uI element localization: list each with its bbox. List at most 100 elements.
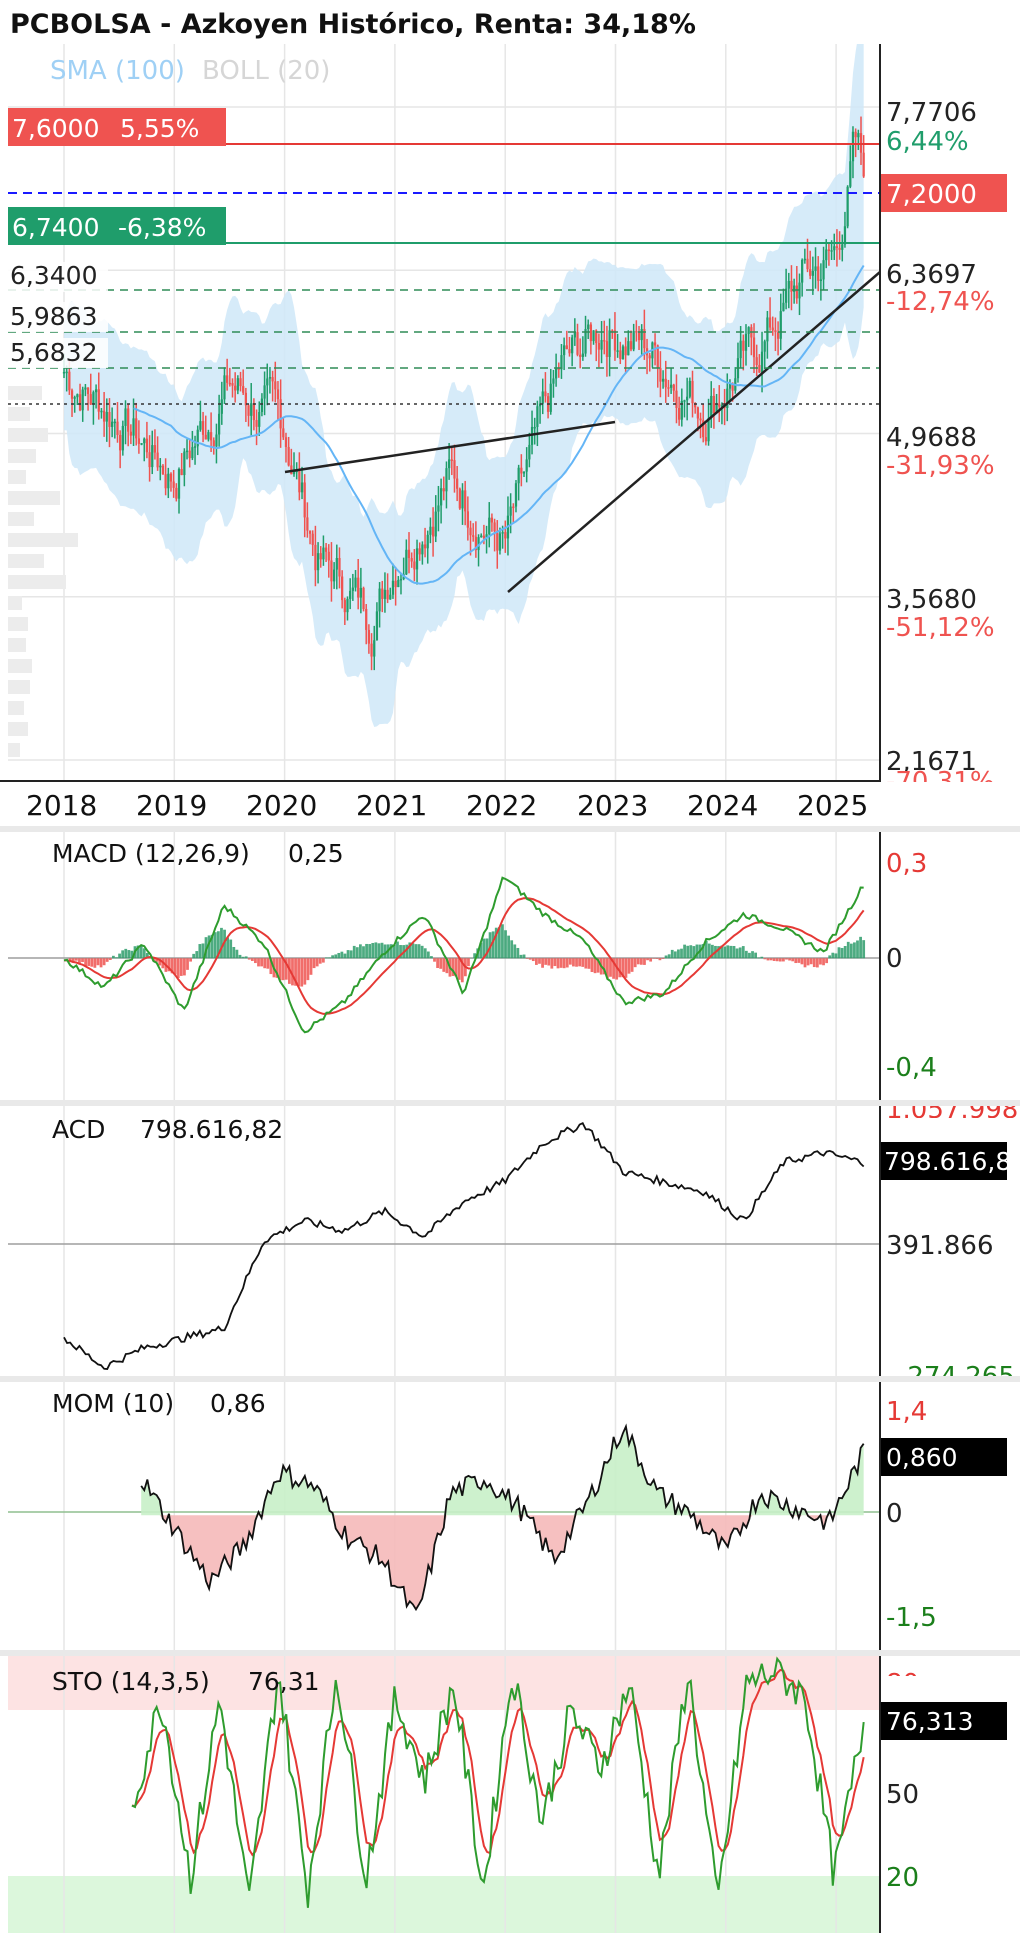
macd-bar-pos — [380, 942, 384, 959]
candle-down — [418, 548, 421, 555]
candle-up — [332, 569, 336, 582]
macd-bar-pos — [392, 944, 396, 959]
macd-bar-neg — [556, 958, 560, 969]
macd-bar-neg — [568, 958, 572, 965]
candle-up — [217, 413, 221, 435]
candle-down — [89, 394, 92, 405]
legend-boll[interactable]: BOLL (20) — [202, 56, 330, 86]
acd-panel[interactable]: ACD 798.616,82 1.057.998 798.616,8 391.8… — [8, 1095, 1018, 1392]
stochastic-panel[interactable]: STO (14,3,5) 76,31 80 76,313 50 20 — [8, 1656, 1007, 1933]
macd-bar-pos — [482, 938, 486, 959]
macd-bar-neg — [186, 958, 189, 970]
acd-value: 798.616,82 — [140, 1115, 283, 1144]
candle-down — [276, 389, 280, 400]
candle-down — [817, 266, 820, 281]
candle-down — [386, 589, 389, 600]
candle-up — [509, 506, 512, 516]
macd-bar-neg — [646, 958, 649, 961]
macd-bar-pos — [754, 952, 758, 959]
trendlines — [284, 271, 881, 593]
acd-label: ACD — [52, 1115, 105, 1144]
macd-bar-pos — [414, 944, 418, 959]
candle-up — [434, 511, 437, 537]
macd-bar-neg — [457, 958, 461, 980]
macd-bar-pos — [828, 955, 832, 959]
candle-down — [314, 544, 317, 571]
year-2021: 2021 — [356, 789, 427, 822]
macd-bar-neg — [84, 958, 88, 967]
candle-up — [250, 403, 253, 416]
resistance-pct: 5,55% — [120, 114, 199, 143]
macd-bar-pos — [430, 956, 433, 959]
volume-profile-bar — [8, 449, 36, 463]
candle-down — [116, 421, 119, 435]
macd-bar-neg — [782, 958, 785, 962]
macd-bar-neg — [612, 958, 615, 979]
macd-bar-neg — [257, 958, 260, 967]
x-axis-years: 2018 2019 2020 2021 2022 2023 2024 2025 — [26, 789, 868, 822]
candle-down — [579, 354, 582, 357]
candle-down — [357, 577, 360, 598]
candle-down — [458, 488, 461, 509]
candle-down — [164, 474, 167, 489]
candle-down — [474, 536, 478, 551]
price-panel[interactable]: 7,6000 5,55% 6,7400 -6,38% 6,3400 5,9863… — [0, 0, 1007, 822]
axis-price-5: 2,1671 — [886, 747, 977, 777]
mom-axis-bottom: -1,5 — [886, 1603, 937, 1633]
candle-up — [747, 327, 750, 334]
macd-bar-pos — [831, 952, 835, 959]
candle-down — [624, 346, 627, 356]
momentum-panel[interactable]: MOM (10) 0,86 1,4 0,860 0 -1,5 — [8, 1382, 1007, 1650]
candle-up — [552, 378, 555, 384]
axis-price-2: 6,3697 — [886, 260, 977, 290]
candle-down — [835, 246, 839, 248]
candle-down — [303, 482, 306, 518]
macd-bar-pos — [362, 946, 365, 959]
macd-bar-pos — [365, 943, 368, 959]
macd-bar-neg — [321, 958, 325, 963]
candle-down — [859, 133, 863, 153]
candle-down — [702, 420, 705, 438]
year-2024: 2024 — [687, 789, 758, 822]
current-price-value: 7,2000 — [886, 180, 977, 210]
macd-bar-neg — [538, 958, 541, 964]
candle-down — [450, 459, 453, 461]
macd-panel[interactable]: MACD (12,26,9) 0,25 0,3 0 -0,4 — [8, 832, 937, 1100]
stochastic-k-line — [131, 1656, 865, 1908]
candle-down — [97, 389, 100, 412]
macd-bar-pos — [507, 935, 510, 959]
macd-bar-neg — [602, 958, 606, 975]
macd-bar-neg — [176, 958, 180, 978]
candle-up — [65, 371, 68, 374]
resistance-tag[interactable]: 7,6000 5,55% — [8, 108, 226, 146]
macd-bar-pos — [115, 957, 118, 959]
candle-up — [811, 270, 814, 276]
candle-down — [244, 392, 247, 406]
candle-down — [242, 386, 245, 393]
macd-bar-neg — [763, 958, 767, 960]
candle-down — [862, 152, 865, 177]
sto-label: STO (14,3,5) — [52, 1667, 210, 1696]
support-tag[interactable]: 6,7400 -6,38% — [8, 207, 226, 245]
macd-bar-neg — [68, 958, 72, 962]
level-label-5683: 5,6832 — [10, 338, 97, 367]
candle-up — [763, 341, 766, 352]
macd-bar-pos — [673, 951, 677, 959]
legend-sma[interactable]: SMA (100) — [50, 56, 185, 86]
volume-profile-bar — [8, 512, 34, 526]
macd-bar-pos — [198, 944, 202, 959]
candle-down — [755, 357, 758, 366]
year-2020: 2020 — [246, 789, 317, 822]
candle-up — [501, 532, 504, 534]
macd-bar-neg — [643, 958, 646, 965]
macd-bar-neg — [284, 958, 288, 980]
macd-bar-pos — [859, 936, 862, 959]
volume-profile-bar — [8, 575, 66, 589]
candle-up — [661, 378, 665, 382]
candle-down — [284, 437, 288, 448]
candle-down — [327, 551, 330, 561]
macd-bar-pos — [232, 946, 236, 959]
candle-down — [381, 588, 384, 599]
macd-bar-pos — [346, 950, 350, 959]
